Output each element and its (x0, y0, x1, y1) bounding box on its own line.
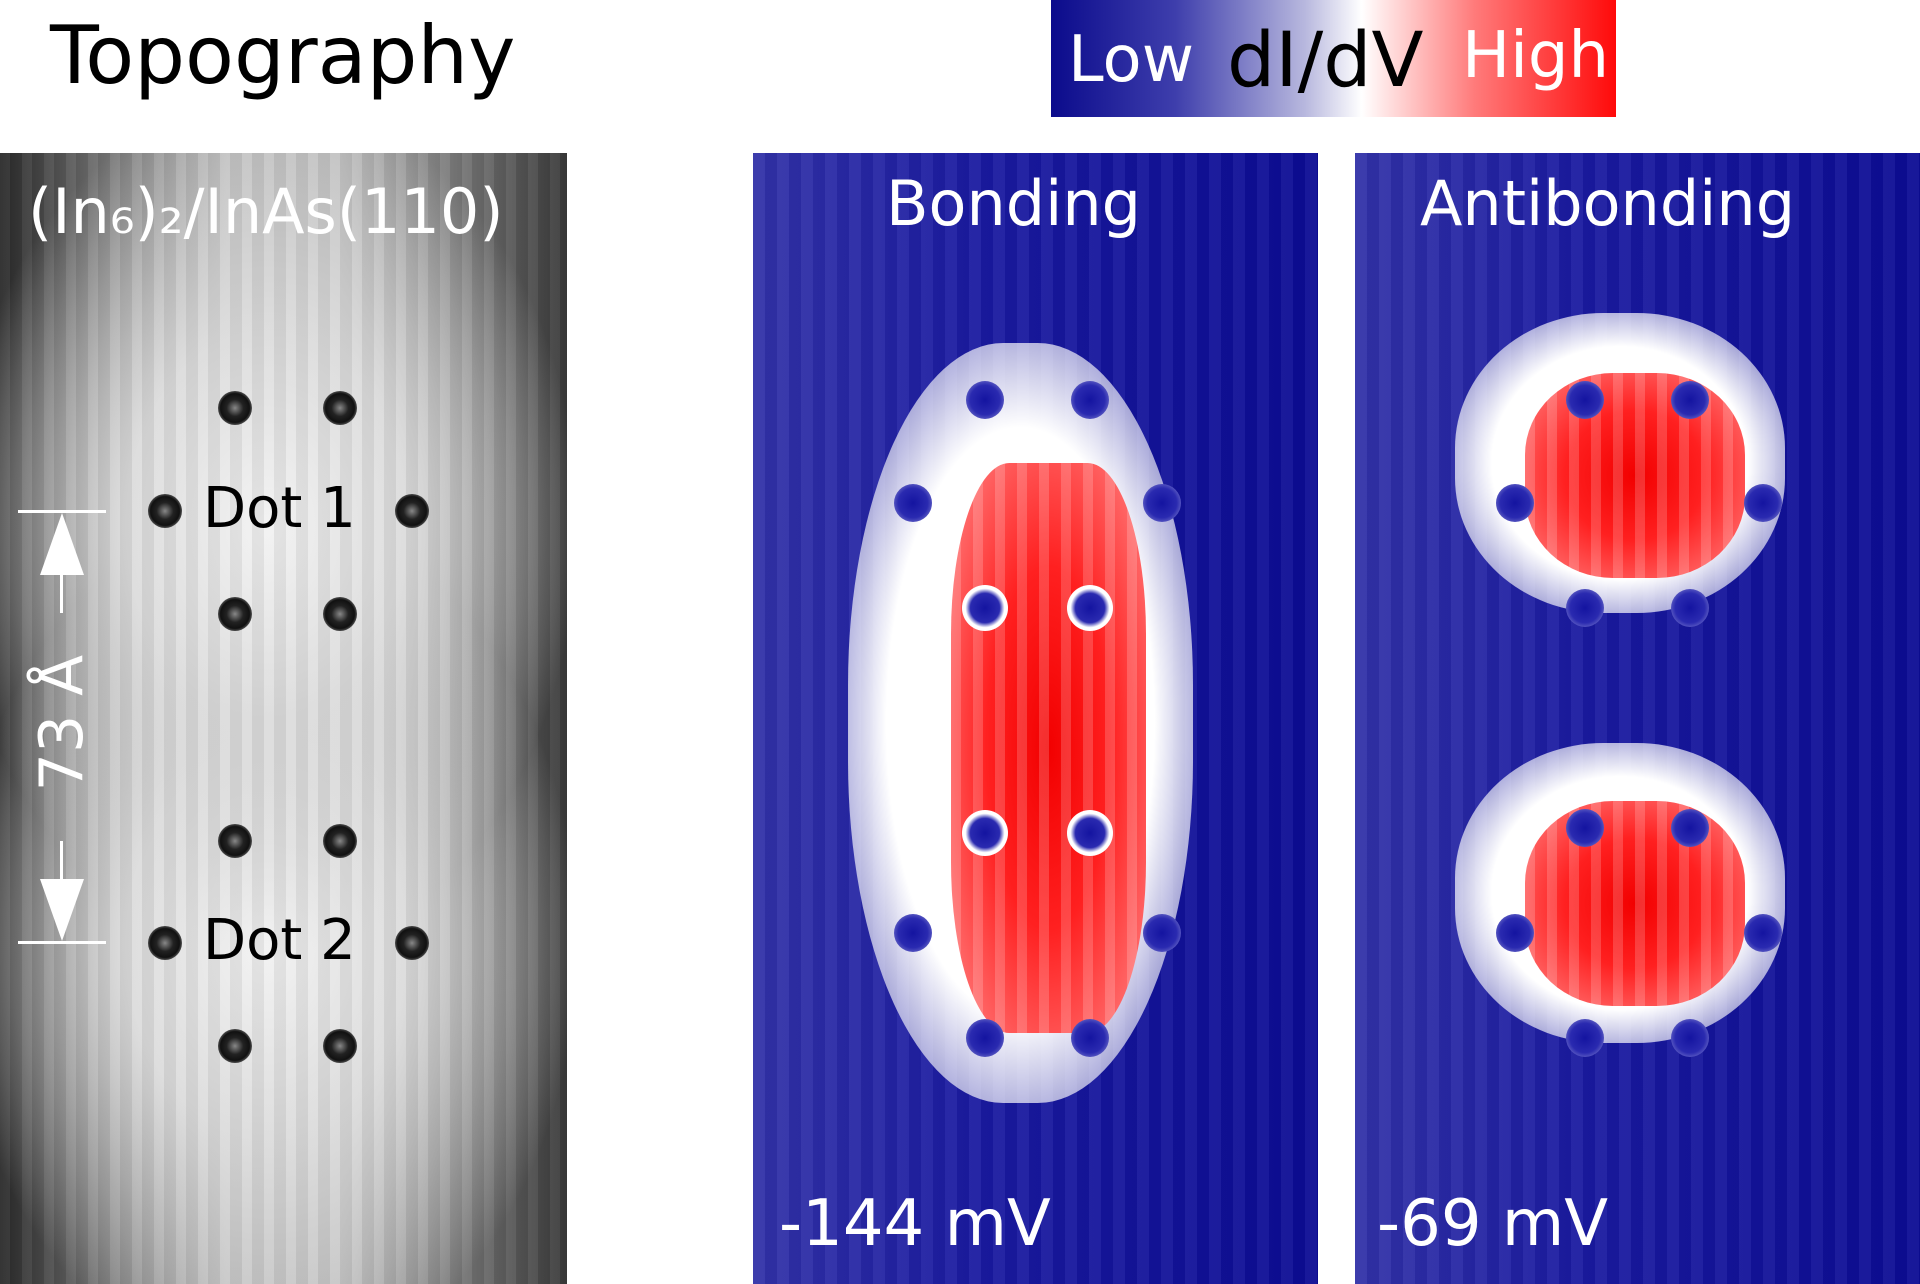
scale-bar-bottom-tick (18, 941, 106, 944)
adatom (1566, 589, 1604, 627)
scale-arrow-top-head (40, 513, 84, 575)
adatom (1067, 810, 1113, 856)
bonding-bias: -144 mV (779, 1187, 1051, 1261)
colorbar (1051, 0, 1616, 117)
bonding-title: Bonding (886, 167, 1141, 240)
adatom (1071, 1019, 1109, 1057)
adatom (1067, 585, 1113, 631)
adatom (966, 381, 1004, 419)
adatom (323, 1029, 357, 1063)
colorbar-quantity-label: dI/dV (1227, 15, 1424, 104)
adatom (894, 484, 932, 522)
adatom (1744, 914, 1782, 952)
antibonding-title: Antibonding (1420, 167, 1796, 240)
colorbar-high-label: High (1462, 19, 1610, 93)
adatom (1566, 1019, 1604, 1057)
adatom (218, 824, 252, 858)
adatom (148, 926, 182, 960)
scale-arrow-top-line (60, 573, 63, 613)
colorbar-low-label: Low (1068, 23, 1195, 97)
adatom (966, 1019, 1004, 1057)
scale-arrow-bottom-head (40, 879, 84, 941)
adatom (1143, 484, 1181, 522)
adatom (395, 494, 429, 528)
bonding-panel: Bonding -144 mV (753, 153, 1318, 1284)
adatom (323, 391, 357, 425)
figure-title: Topography (50, 9, 516, 102)
adatom (1744, 484, 1782, 522)
dot2-label: Dot 2 (203, 908, 356, 973)
adatom (148, 494, 182, 528)
adatom (218, 391, 252, 425)
adatom (1671, 381, 1709, 419)
adatom (1496, 484, 1534, 522)
bonding-lobe (951, 463, 1146, 1033)
adatom (962, 810, 1008, 856)
sample-label: (In₆)₂/InAs(110) (28, 175, 504, 248)
antibonding-panel: Antibonding -69 mV (1355, 153, 1920, 1284)
adatom (323, 597, 357, 631)
adatom (218, 1029, 252, 1063)
adatom (1071, 381, 1109, 419)
dot1-label: Dot 1 (203, 476, 356, 541)
adatom (1671, 809, 1709, 847)
adatom (323, 824, 357, 858)
antibonding-bias: -69 mV (1377, 1187, 1608, 1261)
adatom (894, 914, 932, 952)
adatom (1496, 914, 1534, 952)
scale-label: 73 Å (27, 654, 97, 792)
adatom (1566, 381, 1604, 419)
adatom (1566, 809, 1604, 847)
scale-arrow-bottom-line (60, 841, 63, 881)
adatom (395, 926, 429, 960)
adatom (962, 585, 1008, 631)
adatom (1671, 1019, 1709, 1057)
topography-panel: (In₆)₂/InAs(110) Dot 1 Dot 2 73 Å (0, 153, 567, 1284)
adatom (218, 597, 252, 631)
antibonding-lobe-top (1525, 373, 1745, 578)
adatom (1143, 914, 1181, 952)
antibonding-lobe-bottom (1525, 801, 1745, 1006)
adatom (1671, 589, 1709, 627)
scale-bar-top-tick (18, 510, 106, 513)
